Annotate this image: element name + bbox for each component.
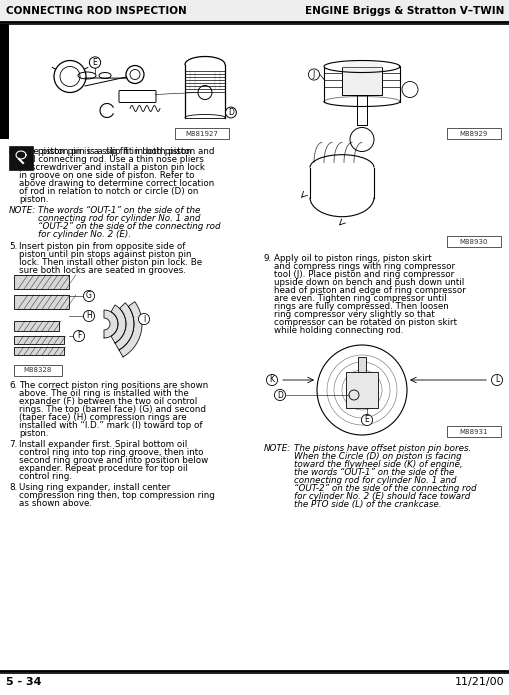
Text: Apply oil to piston rings, piston skirt: Apply oil to piston rings, piston skirt: [273, 254, 431, 263]
Text: M88929: M88929: [459, 131, 487, 136]
Text: and compress rings with ring compressor: and compress rings with ring compressor: [273, 262, 454, 271]
Text: second ring groove and into position below: second ring groove and into position bel…: [19, 456, 208, 465]
Text: the PTO side (L) of the crankcase.: the PTO side (L) of the crankcase.: [293, 500, 441, 509]
Text: L: L: [494, 375, 498, 384]
Text: The words “OUT-1” on the side of the: The words “OUT-1” on the side of the: [38, 206, 200, 215]
Text: F: F: [77, 332, 81, 341]
Text: Using ring expander, install center: Using ring expander, install center: [19, 483, 170, 492]
Text: I: I: [143, 315, 145, 323]
Text: NOTE:: NOTE:: [264, 444, 291, 453]
Text: piston until pin stops against piston pin: piston until pin stops against piston pi…: [19, 250, 191, 259]
Text: above. The oil ring is installed with the: above. The oil ring is installed with th…: [19, 389, 188, 398]
Bar: [175, 128, 229, 139]
Text: head of piston and edge of ring compressor: head of piston and edge of ring compress…: [273, 286, 465, 295]
Text: piston.: piston.: [19, 429, 48, 438]
Text: NOTE:: NOTE:: [9, 206, 36, 215]
Bar: [0, 24, 9, 139]
Text: 4.  The piston pin is a slip fit in both piston and: 4. The piston pin is a slip fit in both …: [9, 147, 214, 156]
Bar: [345, 372, 377, 408]
Text: above drawing to determine correct location: above drawing to determine correct locat…: [19, 179, 214, 188]
Text: rings. The top (barrel face) (G) and second: rings. The top (barrel face) (G) and sec…: [19, 405, 206, 414]
Text: installed with “I.D.” mark (I) toward top of: installed with “I.D.” mark (I) toward to…: [19, 421, 202, 430]
Text: D: D: [228, 108, 234, 117]
Text: toward the flywheel side (K) of engine,: toward the flywheel side (K) of engine,: [293, 460, 462, 469]
Text: M881927: M881927: [185, 131, 218, 136]
Text: 5 - 34: 5 - 34: [6, 677, 41, 687]
Text: expander (F) between the two oil control: expander (F) between the two oil control: [19, 397, 197, 406]
Text: ring compressor very slightly so that: ring compressor very slightly so that: [273, 310, 434, 319]
Bar: [14, 321, 59, 331]
Text: M88328: M88328: [24, 368, 52, 373]
Text: control ring into top ring groove, then into: control ring into top ring groove, then …: [19, 448, 203, 457]
Bar: [14, 275, 69, 289]
Text: CONNECTING ROD INSPECTION: CONNECTING ROD INSPECTION: [6, 6, 186, 16]
Text: in groove on one side of piston. Refer to: in groove on one side of piston. Refer t…: [19, 171, 194, 180]
Bar: [446, 128, 500, 139]
Text: compressor can be rotated on piston skirt: compressor can be rotated on piston skir…: [273, 318, 456, 327]
Bar: [342, 67, 381, 95]
Text: while holding connecting rod.: while holding connecting rod.: [273, 326, 403, 335]
Text: upside down on bench and push down until: upside down on bench and push down until: [273, 278, 463, 287]
Bar: [14, 295, 69, 309]
Text: 9.: 9.: [264, 254, 272, 263]
Text: J: J: [312, 70, 315, 79]
Text: E: E: [364, 416, 369, 425]
Text: control ring.: control ring.: [19, 472, 72, 481]
Text: When the Circle (D) on piston is facing: When the Circle (D) on piston is facing: [293, 452, 461, 461]
Text: H: H: [86, 311, 92, 320]
Text: rings are fully compressed. Then loosen: rings are fully compressed. Then loosen: [273, 302, 448, 311]
Text: the words “OUT-1” on the side of the: the words “OUT-1” on the side of the: [293, 468, 454, 477]
Text: lock. Then install other piston pin lock. Be: lock. Then install other piston pin lock…: [19, 258, 202, 267]
Text: M88930: M88930: [459, 238, 487, 245]
Text: M88931: M88931: [459, 429, 487, 434]
Text: connecting rod for cylinder No. 1 and: connecting rod for cylinder No. 1 and: [38, 214, 200, 223]
Text: K: K: [269, 375, 274, 384]
Text: are even. Tighten ring compressor until: are even. Tighten ring compressor until: [273, 294, 446, 303]
Text: sure both locks are seated in grooves.: sure both locks are seated in grooves.: [19, 266, 185, 275]
Polygon shape: [104, 310, 118, 338]
Text: The correct piston ring positions are shown: The correct piston ring positions are sh…: [19, 381, 208, 390]
Bar: [14, 336, 64, 344]
Text: for cylinder No. 2 (E).: for cylinder No. 2 (E).: [38, 230, 131, 239]
Bar: [14, 365, 62, 376]
Text: expander. Repeat procedure for top oil: expander. Repeat procedure for top oil: [19, 464, 187, 473]
Text: “OUT-2” on the side of the connecting rod: “OUT-2” on the side of the connecting ro…: [38, 222, 220, 231]
Text: 8.: 8.: [9, 483, 17, 492]
Text: as shown above.: as shown above.: [19, 499, 92, 508]
Text: and connecting rod. Use a thin nose pliers: and connecting rod. Use a thin nose plie…: [19, 155, 204, 164]
Text: ENGINE Briggs & Stratton V–TWIN: ENGINE Briggs & Stratton V–TWIN: [304, 6, 503, 16]
Polygon shape: [115, 303, 134, 350]
Text: Insert piston pin from opposite side of: Insert piston pin from opposite side of: [19, 242, 185, 251]
Text: (taper face) (H) compression rings are: (taper face) (H) compression rings are: [19, 413, 186, 422]
Text: for cylinder No. 2 (E) should face toward: for cylinder No. 2 (E) should face towar…: [293, 492, 469, 501]
Text: or screwdriver and install a piston pin lock: or screwdriver and install a piston pin …: [19, 163, 205, 172]
Text: Install expander first. Spiral bottom oil: Install expander first. Spiral bottom oi…: [19, 440, 187, 449]
Text: connecting rod for cylinder No. 1 and: connecting rod for cylinder No. 1 and: [293, 476, 456, 485]
Text: compression ring then, top compression ring: compression ring then, top compression r…: [19, 491, 214, 500]
Text: tool (J). Place piston and ring compressor: tool (J). Place piston and ring compress…: [273, 270, 454, 279]
Polygon shape: [119, 302, 142, 357]
Text: “OUT-2” on the side of the connecting rod: “OUT-2” on the side of the connecting ro…: [293, 484, 475, 493]
Text: 7.: 7.: [9, 440, 17, 449]
Text: of rod in relation to notch or circle (D) on: of rod in relation to notch or circle (D…: [19, 187, 198, 196]
Bar: [357, 357, 365, 372]
Bar: [446, 236, 500, 247]
Text: The pistons have offset piston pin bores.: The pistons have offset piston pin bores…: [293, 444, 470, 453]
Polygon shape: [111, 305, 126, 343]
Text: D: D: [276, 391, 282, 400]
Text: 11/21/00: 11/21/00: [454, 677, 503, 687]
Text: The piston pin is a slip fit in both piston: The piston pin is a slip fit in both pis…: [19, 147, 191, 156]
Bar: [446, 426, 500, 437]
Text: 6.: 6.: [9, 381, 17, 390]
Text: E: E: [93, 58, 97, 67]
Text: G: G: [86, 291, 92, 300]
Bar: [0, 0, 509, 22]
Text: piston.: piston.: [19, 195, 48, 204]
Text: 4.: 4.: [9, 147, 17, 156]
Text: 5.: 5.: [9, 242, 17, 251]
Bar: [9, 146, 33, 170]
Bar: [14, 347, 64, 355]
